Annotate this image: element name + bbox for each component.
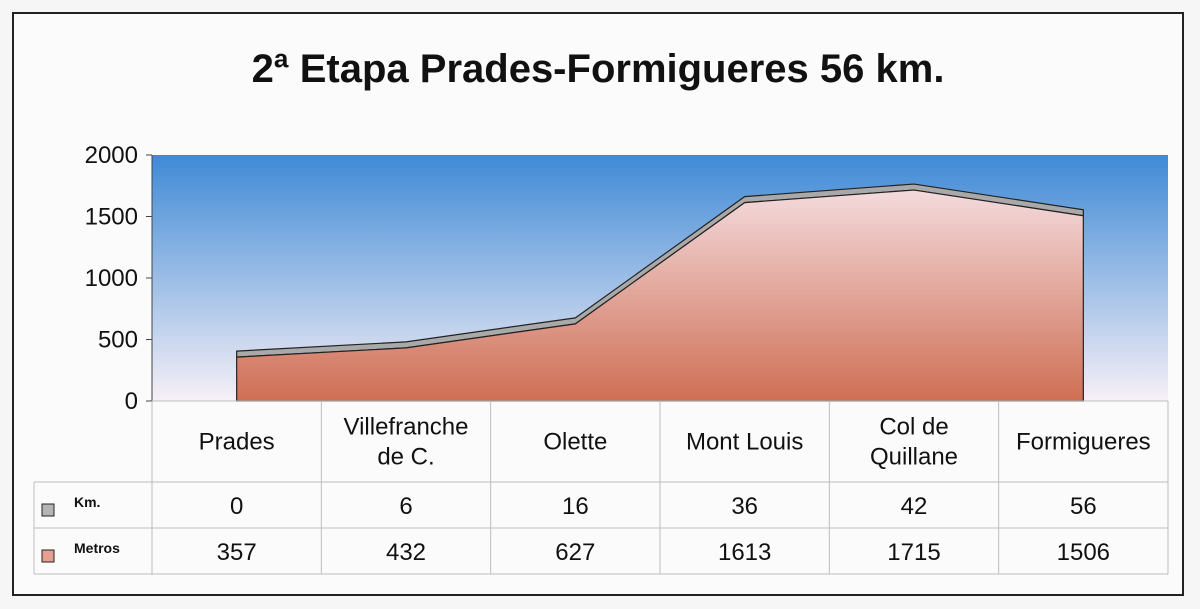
category-label: Formigueres bbox=[1016, 429, 1151, 456]
y-tick-label: 500 bbox=[98, 327, 138, 354]
table-cell-value: 357 bbox=[217, 539, 257, 566]
category-label: Villefranche bbox=[344, 414, 469, 441]
category-label: Prades bbox=[199, 429, 275, 456]
table-cell-value: 432 bbox=[386, 539, 426, 566]
chart-title: 2ª Etapa Prades-Formigueres 56 km. bbox=[252, 47, 945, 91]
legend-label: Km. bbox=[74, 494, 100, 510]
y-tick-label: 2000 bbox=[85, 142, 138, 169]
y-tick-label: 0 bbox=[125, 388, 138, 415]
legend-swatch-1 bbox=[41, 549, 55, 563]
table-cell-value: 1506 bbox=[1057, 539, 1110, 566]
category-label: Quillane bbox=[870, 444, 958, 471]
y-tick-label: 1000 bbox=[85, 265, 138, 292]
y-axis: 0 500 1000 1500 2000 bbox=[85, 142, 153, 415]
table-cell-value: 36 bbox=[731, 493, 758, 520]
category-label: Col de bbox=[879, 414, 948, 441]
table-cell-value: 1613 bbox=[718, 539, 771, 566]
table-cell-value: 42 bbox=[901, 493, 928, 520]
legend-swatch-0 bbox=[41, 503, 55, 517]
y-tick-label: 1500 bbox=[85, 204, 138, 231]
table-cell-value: 56 bbox=[1070, 493, 1097, 520]
category-label: Olette bbox=[543, 429, 607, 456]
elevation-area bbox=[236, 183, 1084, 402]
legend-label: Metros bbox=[74, 540, 120, 556]
elevation-chart: 2ª Etapa Prades-Formigueres 56 km. 0 500 1… bbox=[33, 47, 1169, 575]
table-cell-value: 1715 bbox=[887, 539, 940, 566]
chart-frame: 2ª Etapa Prades-Formigueres 56 km. 0 500 1… bbox=[12, 12, 1184, 596]
table-cell-value: 6 bbox=[399, 493, 412, 520]
category-label: Mont Louis bbox=[686, 429, 803, 456]
table-cell-value: 627 bbox=[555, 539, 595, 566]
category-label: de C. bbox=[377, 444, 434, 471]
table-cell-value: 16 bbox=[562, 493, 589, 520]
metros-series-area bbox=[236, 189, 1084, 402]
table-cell-value: 0 bbox=[230, 493, 243, 520]
data-table: Prades Villefranche de C. Olette Mont Louis C… bbox=[33, 400, 1169, 575]
